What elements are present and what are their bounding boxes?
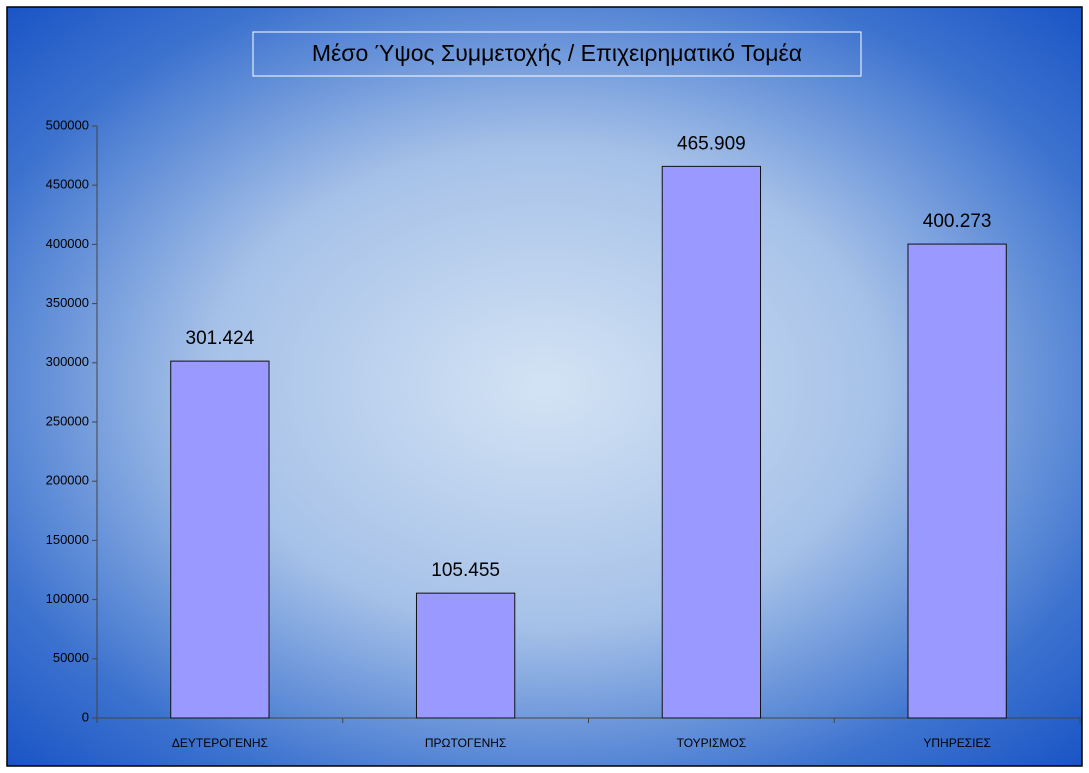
x-tick-label: ΠΡΩΤΟΓΕΝΗΣ bbox=[425, 736, 506, 750]
y-tick-label: 200000 bbox=[46, 473, 89, 488]
y-tick-label: 250000 bbox=[46, 413, 89, 428]
y-tick-label: 50000 bbox=[53, 650, 89, 665]
chart-title: Μέσο Ύψος Συμμετοχής / Επιχειρηματικό Το… bbox=[312, 40, 802, 66]
bar bbox=[415, 592, 516, 719]
bar bbox=[170, 360, 270, 719]
y-tick-label: 400000 bbox=[46, 236, 89, 251]
data-label: 301.424 bbox=[186, 328, 255, 349]
x-tick-label: ΔΕΥΤΕΡΟΓΕΝΗΣ bbox=[172, 736, 268, 750]
x-tick-label: ΤΟΥΡΙΣΜΟΣ bbox=[677, 736, 747, 750]
bar bbox=[907, 243, 1007, 719]
bar bbox=[661, 165, 762, 719]
y-tick-label: 100000 bbox=[46, 591, 89, 606]
data-label: 465.909 bbox=[677, 133, 746, 154]
data-label: 400.273 bbox=[923, 211, 992, 232]
y-tick-label: 150000 bbox=[46, 532, 89, 547]
y-tick-label: 450000 bbox=[46, 177, 89, 192]
data-label: 105.455 bbox=[431, 560, 500, 581]
y-tick-label: 0 bbox=[82, 709, 89, 724]
title-box bbox=[252, 31, 862, 77]
y-tick-label: 350000 bbox=[46, 295, 89, 310]
x-tick-label: ΥΠΗΡΕΣΙΕΣ bbox=[923, 736, 991, 750]
y-tick-label: 500000 bbox=[46, 117, 89, 132]
y-tick-label: 300000 bbox=[46, 354, 89, 369]
